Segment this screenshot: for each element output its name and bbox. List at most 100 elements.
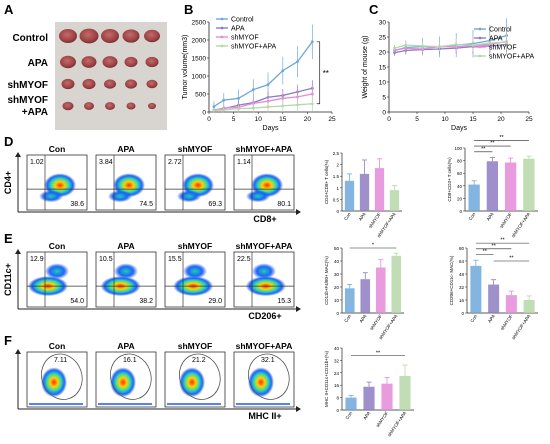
data-point [237,107,240,111]
quadrant-value-bottom-right: 80.1 [277,201,291,208]
quadrant-value-top-left: 12.9 [30,256,44,263]
quadrant-value-top-left: 15.5 [168,256,182,263]
y-tick-label: 2 [336,163,339,168]
tumor-sample [145,56,159,68]
y-tick-label: 1.5 [333,174,340,179]
y-tick-label: 0 [382,110,386,117]
category-label: shMYOF [499,212,513,230]
flow-plot-title: APA [117,241,134,251]
x-tick-label: 20 [304,116,312,123]
gate-value: 7.11 [54,357,67,364]
y-tick-label: 2500 [192,20,207,27]
bar [375,267,386,313]
significance-label: ** [323,69,329,78]
data-point [222,108,226,112]
y-axis-title: CD4+CD8+ T cells(%) [324,159,329,204]
y-tick-label: 8 [336,396,339,401]
bar [344,288,355,313]
quadrant-value-bottom-right: 54.0 [70,298,84,305]
cell-density [39,190,63,203]
x-tick-label: 10 [441,116,449,123]
bar [504,162,517,211]
x-tick-label: 0 [387,116,391,123]
panel-label-b: B [184,2,193,17]
tumor-sample [105,102,115,110]
flow-plots-d: Con 1.02 38.6 APA 3.84 74.5 shMYOF 2.72 69.3 shMY… [3,144,301,224]
y-tick-label: 0.5 [333,197,340,202]
y-tick-label: 32 [334,358,340,363]
y-arrow-head [15,152,21,157]
significance-label: ** [376,350,381,356]
y-axis-title: CD8+CD3+ T cells(%) [447,157,452,202]
category-label: shMYOF+APA [511,314,532,341]
y-axis-title: MHC II+CD11c+CD11b+(%) [324,351,329,407]
gate-ellipse [41,353,83,400]
category-label: Con [468,211,477,221]
flow-plot-title: shMYOF [178,341,212,351]
y-tick-label: 80 [459,246,465,251]
panel-label-a: A [4,2,14,17]
gate-value: 32.1 [261,357,275,364]
bar-chart-e1: 0 10 20 30 40 50 CD11b+F4/80+ MAC(%) Con APA shMY… [324,243,404,340]
bar [389,190,400,211]
row-label-control: Control [12,33,48,44]
flow-plot-title: APA [117,341,134,351]
category-label: Con [344,410,353,420]
cell-density [110,367,136,398]
y-tick-label: 20 [334,285,340,290]
x-tick-label: 25 [525,116,533,123]
quadrant-value-bottom-right: 29.0 [208,298,222,305]
gate-value: 16.1 [123,357,137,364]
row-label-combo-line2: +APA [22,107,48,118]
data-point [212,105,216,108]
data-point [310,40,314,44]
quadrant-value-bottom-right: 69.3 [208,201,222,208]
legend-marker [478,36,482,40]
y-tick-label: 50 [334,246,340,251]
row-label-combo-line1: shMYOF [7,95,48,106]
quadrant-value-top-left: 1.02 [30,159,44,166]
y-tick-label: 0 [336,209,339,214]
tumor-sample [61,78,75,90]
data-point [296,103,299,107]
gate-ellipse [110,353,152,400]
y-tick-label: 500 [195,92,206,99]
y-tick-label: 40 [334,346,340,351]
flow-plots-e: Con 12.9 54.0 APA 10.5 38.2 shMYOF 15.5 29.0 shMY… [3,241,301,321]
flow-plot-title: APA [117,144,134,154]
tumor-sample [148,102,156,110]
category-label: shMYOF+APA [510,212,531,239]
tumor-sample [84,102,94,110]
y-tick-label: 5 [382,95,386,102]
flow-plot-title: shMYOF [178,241,212,251]
y-tick-label: 100 [454,146,462,151]
bar [468,184,480,211]
legend-label: shMYOF [489,45,517,52]
data-point [222,98,226,102]
tumor-sample [144,29,160,43]
legend-marker [478,45,482,49]
bar [345,397,357,410]
category-label: shMYOF+APA [387,411,408,438]
legend-label: APA [231,26,245,33]
flow-y-axis-label: CD11c+ [3,263,13,296]
data-point [471,43,475,47]
y-tick-label: 0 [336,311,339,316]
data-point [404,43,408,47]
gate-value: 21.2 [192,357,206,364]
bar [359,173,370,211]
tumor-sample [102,56,118,68]
category-label: APA [358,212,367,222]
category-label: shMYOF [369,314,383,332]
tumor-sample [124,56,138,68]
data-point [237,96,240,100]
bar-chart-f: 0 8 16 24 32 40 MHC II+CD11c+CD11b+(%) Con APA sh… [324,346,414,437]
data-point [281,69,285,72]
data-point [251,88,255,92]
x-tick-label: 0 [207,116,211,123]
x-tick-label: 10 [255,116,263,123]
data-point [393,51,396,54]
cell-density [252,263,276,280]
legend-marker [478,27,482,31]
row-label-apa: APA [28,58,48,69]
